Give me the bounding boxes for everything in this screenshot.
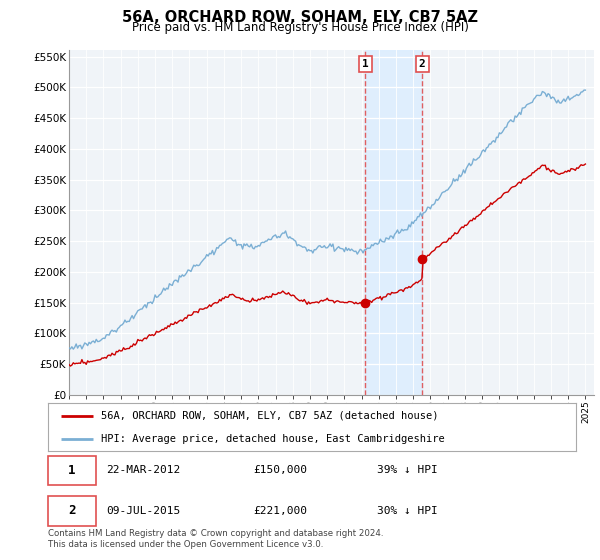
Text: 56A, ORCHARD ROW, SOHAM, ELY, CB7 5AZ: 56A, ORCHARD ROW, SOHAM, ELY, CB7 5AZ [122,10,478,25]
Text: 1: 1 [68,464,76,477]
Text: Contains HM Land Registry data © Crown copyright and database right 2024.
This d: Contains HM Land Registry data © Crown c… [48,529,383,549]
Text: £150,000: £150,000 [253,465,307,475]
Text: 1: 1 [362,59,369,69]
FancyBboxPatch shape [48,456,95,485]
Text: Price paid vs. HM Land Registry's House Price Index (HPI): Price paid vs. HM Land Registry's House … [131,21,469,34]
Text: HPI: Average price, detached house, East Cambridgeshire: HPI: Average price, detached house, East… [101,434,445,444]
Text: 22-MAR-2012: 22-MAR-2012 [106,465,180,475]
Text: 56A, ORCHARD ROW, SOHAM, ELY, CB7 5AZ (detached house): 56A, ORCHARD ROW, SOHAM, ELY, CB7 5AZ (d… [101,410,438,421]
Text: 2: 2 [68,505,76,517]
Text: 2: 2 [419,59,425,69]
Text: £221,000: £221,000 [253,506,307,516]
Bar [365,50,422,395]
Text: 39% ↓ HPI: 39% ↓ HPI [377,465,437,475]
Text: 09-JUL-2015: 09-JUL-2015 [106,506,180,516]
Text: 30% ↓ HPI: 30% ↓ HPI [377,506,437,516]
FancyBboxPatch shape [48,496,95,526]
